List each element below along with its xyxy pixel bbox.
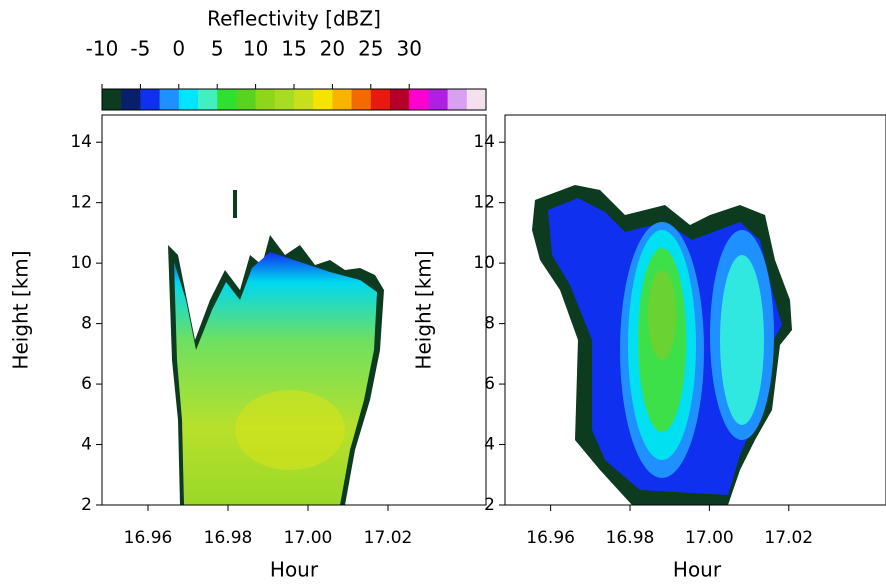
colorbar-segment: [294, 89, 314, 110]
axes-frame: [504, 114, 886, 506]
colorbar-segment: [313, 89, 333, 110]
y-tick-label: 6: [484, 374, 495, 394]
colorbar-tick-label: -10: [86, 37, 119, 61]
y-tick-label: 14: [473, 132, 495, 152]
colorbar-segment: [370, 89, 391, 110]
axes-frame: [101, 114, 487, 506]
colorbar-segment: [198, 89, 218, 110]
colorbar-segment: [447, 89, 468, 110]
colorbar-segment: [255, 89, 276, 110]
colorbar-tick-label: 20: [320, 37, 345, 61]
y-tick-label: 10: [70, 253, 92, 273]
y-tick-label: 6: [81, 374, 92, 394]
colorbar-tick-label: 0: [172, 37, 185, 61]
colorbar-segment: [428, 89, 449, 110]
y-tick-label: 12: [473, 193, 495, 213]
x-axis-label: Hour: [270, 558, 319, 582]
x-tick-label: 16.96: [526, 528, 575, 548]
x-tick-label: 17.00: [284, 528, 333, 548]
x-tick-label: 17.00: [685, 528, 734, 548]
colorbar-segment: [102, 89, 122, 110]
y-tick-label: 14: [70, 132, 92, 152]
x-tick-label: 17.02: [764, 528, 813, 548]
heatmap-right: [532, 185, 792, 505]
y-tick-label: 12: [70, 193, 92, 213]
x-tick-label: 17.02: [364, 528, 413, 548]
colorbar-segment: [140, 89, 161, 110]
colorbar-tick-label: -5: [130, 37, 150, 61]
y-axis-label: Height [km]: [412, 250, 436, 369]
colorbar-tick-label: 15: [281, 37, 306, 61]
colorbar-tick-label: 30: [396, 37, 421, 61]
x-tick-label: 16.96: [124, 528, 173, 548]
colorbar-tick-label: 5: [211, 37, 224, 61]
y-axis-label: Height [km]: [9, 250, 33, 369]
heatmap-left: [168, 190, 384, 505]
y-tick-label: 8: [484, 314, 495, 334]
x-tick-label: 16.98: [204, 528, 253, 548]
y-tick-label: 4: [81, 435, 92, 455]
y-tick-label: 8: [81, 314, 92, 334]
colorbar-segment: [351, 89, 372, 110]
x-tick-label: 16.98: [606, 528, 655, 548]
colorbar-tick-label: 10: [243, 37, 268, 61]
colorbar-segment: [274, 89, 295, 110]
colorbar-segment: [159, 89, 180, 110]
colorbar-label: Reflectivity [dBZ]: [207, 7, 381, 31]
colorbar-segment: [217, 89, 237, 110]
colorbar-segment: [332, 89, 353, 110]
colorbar-segment: [121, 89, 141, 110]
colorbar-segment: [466, 89, 487, 110]
colorbar-segment: [178, 89, 199, 110]
colorbar-tick-label: 25: [358, 37, 383, 61]
colorbar-segment: [236, 89, 257, 110]
colorbar-segment: [409, 89, 429, 110]
y-tick-label: 2: [81, 495, 92, 515]
x-axis-label: Hour: [673, 558, 722, 582]
y-tick-label: 2: [484, 495, 495, 515]
y-tick-label: 10: [473, 253, 495, 273]
y-tick-label: 4: [484, 435, 495, 455]
colorbar-segment: [390, 89, 410, 110]
